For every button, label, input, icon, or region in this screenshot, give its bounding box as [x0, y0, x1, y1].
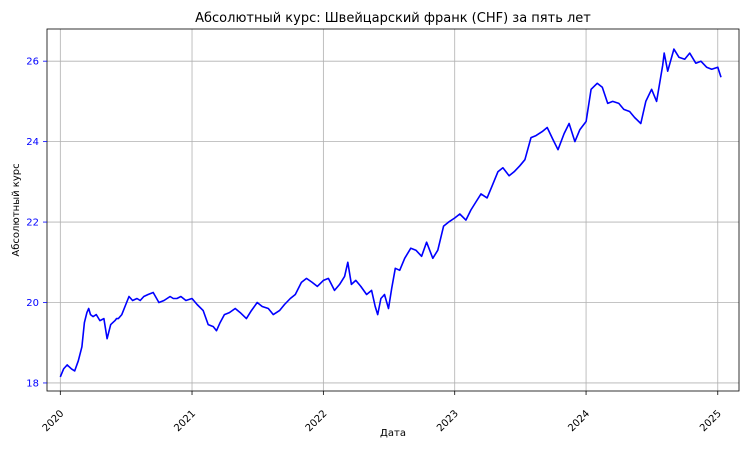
y-tick-label: 18: [26, 378, 39, 389]
x-tick-label: 2020: [41, 408, 67, 434]
plot-frame: [46, 28, 740, 392]
y-tick-label: 24: [26, 137, 39, 148]
x-tick-label: 2022: [304, 408, 330, 434]
y-tick-label: 20: [26, 298, 39, 309]
grid: [47, 29, 739, 391]
x-axis-label: Дата: [380, 428, 406, 439]
series-line: [59, 48, 722, 378]
chart-title: Абсолютный курс: Швейцарский франк (CHF)…: [195, 11, 591, 26]
x-tick-label: 2025: [698, 408, 724, 434]
y-tick-label: 22: [26, 218, 39, 229]
y-tick-label: 26: [26, 57, 39, 68]
y-axis: 18 20 22 24 26: [26, 57, 47, 389]
x-tick-label: 2023: [435, 408, 461, 434]
y-axis-label: Абсолютный курс: [11, 163, 22, 256]
x-tick-label: 2021: [172, 408, 198, 434]
x-tick-label: 2024: [566, 408, 592, 434]
